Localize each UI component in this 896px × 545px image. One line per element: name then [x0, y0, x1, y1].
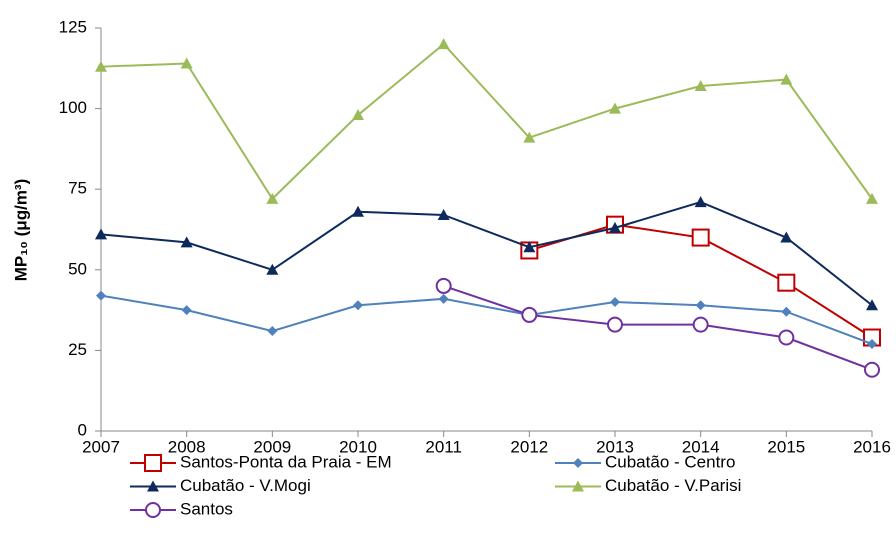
y-tick-label: 125	[59, 17, 87, 36]
data-point	[353, 300, 363, 311]
data-point	[866, 299, 878, 311]
data-point	[267, 326, 278, 337]
data-point	[694, 80, 707, 92]
y-tick-label: 100	[59, 98, 87, 117]
data-point	[609, 102, 621, 114]
data-point	[694, 196, 707, 208]
data-point	[523, 131, 536, 143]
series-line	[100, 42, 873, 201]
legend-label: Santos-Ponta da Praia - EM	[180, 452, 392, 471]
data-point	[780, 231, 793, 243]
y-tick-label: 0	[78, 420, 87, 439]
legend-marker	[145, 502, 161, 518]
data-point	[437, 38, 450, 50]
legend-label: Cubatão - Centro	[605, 452, 735, 471]
y-axis-title: MP₁₀ (μg/m³)	[11, 179, 30, 282]
legend-marker	[144, 454, 162, 472]
x-tick-label: 2013	[596, 437, 634, 456]
data-point	[523, 241, 536, 253]
data-point	[778, 329, 795, 346]
data-point	[435, 277, 452, 294]
legend-marker	[147, 480, 159, 492]
data-point	[181, 305, 192, 316]
legend-marker	[572, 480, 584, 492]
data-point	[867, 338, 877, 349]
legend-label: Cubatão - V.Mogi	[180, 476, 311, 495]
x-tick-label: 2016	[853, 437, 891, 456]
data-point	[610, 297, 620, 308]
data-point	[609, 221, 621, 233]
data-point	[352, 109, 364, 121]
data-point	[780, 73, 793, 85]
series-line	[100, 294, 873, 345]
data-point	[866, 192, 878, 204]
x-tick-label: 2012	[510, 437, 548, 456]
data-point	[521, 306, 538, 323]
x-tick-label: 2009	[253, 437, 291, 456]
data-point	[180, 57, 193, 69]
data-point	[266, 263, 279, 275]
data-point	[95, 228, 107, 240]
legend-marker	[573, 458, 583, 468]
legend-label: Cubatão - V.Parisi	[605, 476, 741, 495]
x-tick-label: 2007	[82, 437, 120, 456]
x-tick-label: 2015	[767, 437, 805, 456]
data-point	[777, 273, 796, 292]
data-point	[352, 205, 364, 217]
series-line	[100, 201, 873, 307]
data-point	[96, 290, 106, 301]
y-tick-label: 75	[68, 179, 87, 198]
data-point	[95, 60, 107, 72]
x-tick-label: 2011	[425, 437, 462, 456]
x-tick-label: 2010	[339, 437, 377, 456]
data-point	[695, 300, 706, 311]
x-tick-label: 2008	[168, 437, 206, 456]
legend-label: Santos	[180, 499, 233, 518]
y-tick-label: 25	[68, 340, 87, 359]
data-point	[607, 316, 623, 333]
data-point	[437, 208, 450, 220]
series-line	[443, 284, 873, 371]
data-point	[266, 192, 279, 204]
y-tick-label: 50	[68, 259, 87, 278]
data-point	[180, 236, 193, 248]
data-point	[864, 361, 880, 378]
data-point	[781, 306, 792, 317]
data-point	[691, 228, 710, 247]
data-point	[438, 293, 449, 304]
x-tick-label: 2014	[682, 437, 720, 456]
data-point	[692, 316, 709, 333]
